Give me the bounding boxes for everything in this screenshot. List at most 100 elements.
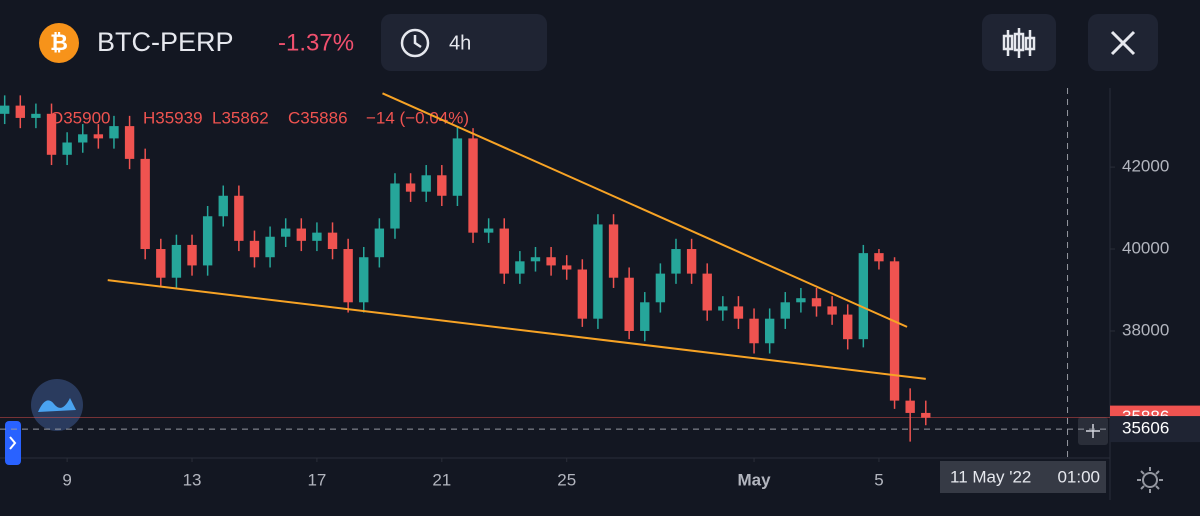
crosshair-time-tag	[940, 461, 1106, 493]
candle-body	[140, 158, 150, 250]
candle-body	[780, 302, 790, 319]
x-tick-label: 13	[183, 470, 202, 489]
candle-body	[0, 105, 10, 114]
candle-body	[577, 269, 588, 319]
coin-glyph: ₿	[50, 30, 68, 55]
y-tick-label: 42000	[1122, 157, 1169, 176]
candle-body	[234, 195, 244, 241]
candle-body	[483, 228, 494, 233]
y-tick-label: 38000	[1122, 320, 1169, 339]
crosshair-time: 01:00	[1057, 467, 1100, 486]
crosshair-price-tag	[1110, 416, 1200, 443]
candle-body	[62, 142, 72, 155]
candle-body	[249, 240, 260, 258]
candle-body	[15, 105, 25, 118]
crosshair-date: 11 May '22	[950, 467, 1031, 486]
ohlc-legend: L35862	[212, 108, 269, 127]
plus-icon	[1086, 424, 1100, 438]
x-tick-label: 5	[874, 470, 883, 489]
x-tick-label: 17	[307, 470, 326, 489]
logo-button[interactable]	[31, 379, 83, 431]
y-tick-label: 40000	[1122, 239, 1169, 258]
candle-body	[202, 216, 213, 266]
candle-body	[905, 400, 915, 413]
trendline	[107, 279, 926, 380]
candle-body	[109, 126, 119, 139]
candle-body	[702, 273, 712, 311]
candle-body	[124, 126, 135, 159]
ohlc-legend: −14 (−0.04%)	[366, 108, 469, 127]
candle-body	[171, 244, 182, 278]
interval[interactable]: 4h	[449, 32, 471, 54]
candle-body	[187, 244, 197, 266]
candle-body	[515, 261, 525, 274]
x-tick-label: May	[738, 470, 772, 489]
settings-icon[interactable]	[1142, 472, 1158, 488]
change: -1.37%	[278, 29, 354, 56]
ohlc-legend: C35886	[288, 108, 348, 127]
candle-body	[390, 183, 400, 229]
candle-body	[46, 113, 57, 155]
candle-body	[749, 318, 759, 344]
coin-icon	[39, 23, 79, 63]
candle-body	[265, 236, 275, 258]
x-tick-label: 25	[557, 470, 576, 489]
candle-body	[593, 224, 603, 319]
symbol[interactable]: BTC-PERP	[97, 27, 234, 57]
candle-body	[764, 318, 775, 344]
candle-body	[655, 273, 666, 303]
candle-body	[671, 249, 681, 274]
candle-body	[718, 306, 728, 311]
candle-body	[468, 138, 478, 233]
candle-body	[452, 138, 463, 196]
candle-body	[421, 175, 431, 192]
candle-body	[156, 249, 166, 278]
candle-body	[327, 232, 338, 250]
candle-body	[499, 228, 509, 274]
candle-body	[31, 113, 41, 118]
x-tick-label: 9	[62, 470, 71, 489]
candle-body	[78, 134, 88, 143]
settings-rays	[1137, 467, 1163, 493]
candle-body	[374, 228, 385, 258]
crosshair-price-label: 35606	[1122, 419, 1169, 438]
candle-body	[686, 249, 697, 274]
candle-body	[281, 228, 291, 237]
candle-body	[343, 249, 353, 303]
clock-hands	[413, 35, 422, 49]
x-tick-label: 21	[432, 470, 451, 489]
candle-body	[811, 298, 822, 307]
sidebar-arrow	[9, 436, 17, 450]
candle-body	[921, 412, 931, 418]
interval-button[interactable]	[381, 14, 547, 71]
candle-body	[546, 257, 556, 266]
candle-body	[562, 265, 572, 270]
candle-body	[889, 261, 900, 401]
candles-icon	[1002, 28, 1036, 58]
candle-body	[93, 134, 104, 139]
candle-body	[405, 183, 416, 192]
candle-body	[874, 253, 884, 262]
logo-icon	[38, 398, 76, 412]
candle-body	[437, 175, 447, 196]
candle-body	[296, 228, 306, 241]
candle-body	[624, 277, 634, 331]
candle-body	[312, 232, 322, 241]
candle-body	[359, 257, 369, 303]
candle-body	[218, 195, 228, 217]
candle-body	[733, 306, 744, 319]
close-icon	[1110, 30, 1136, 56]
candle-body	[827, 306, 837, 315]
candle-body	[858, 253, 869, 340]
candle-body	[796, 298, 806, 303]
ohlc-legend: O35900	[50, 108, 111, 127]
trendline	[382, 92, 908, 328]
ohlc-legend: H35939	[143, 108, 203, 127]
candle-body	[843, 314, 853, 340]
candle-body	[640, 302, 650, 331]
sidebar-tab[interactable]	[5, 421, 21, 465]
candle-body	[530, 257, 541, 262]
clock-icon	[400, 28, 430, 58]
